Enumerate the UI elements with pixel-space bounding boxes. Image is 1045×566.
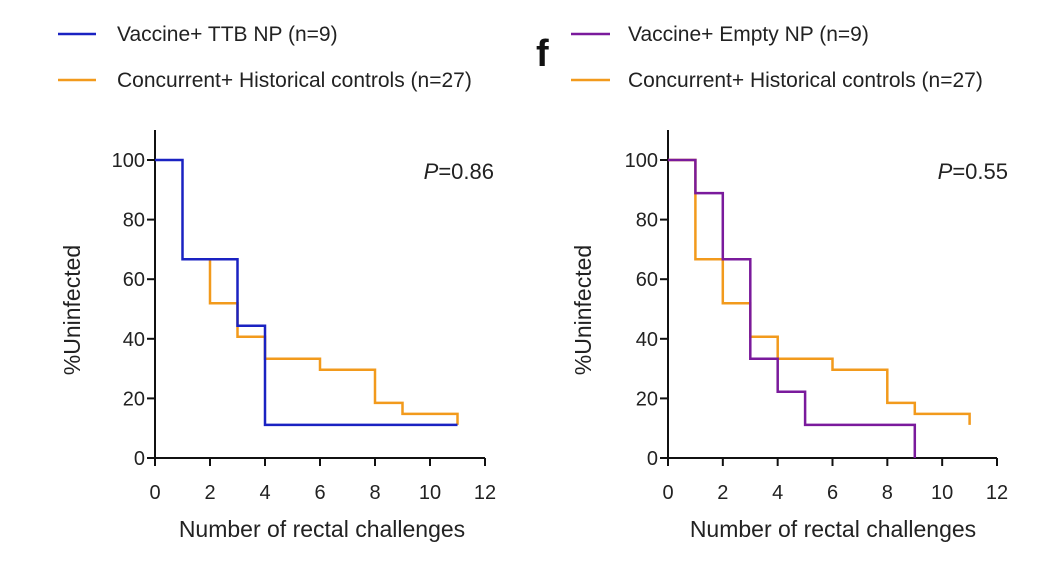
- y-tick-label: 20: [636, 388, 658, 410]
- x-tick-label: 8: [369, 482, 380, 504]
- p-value-symbol: P: [938, 159, 953, 184]
- p-value-annotation: P=0.55: [938, 159, 1008, 184]
- x-tick-label: 10: [931, 482, 953, 504]
- legend-label-1: Vaccine+ Empty NP (n=9): [628, 23, 869, 46]
- y-tick-label: 60: [636, 269, 658, 291]
- x-tick-label: 6: [314, 482, 325, 504]
- y-tick-label: 80: [123, 210, 145, 232]
- y-tick-label: 0: [134, 448, 145, 470]
- y-tick-label: 100: [625, 150, 658, 172]
- y-tick-label: 80: [636, 210, 658, 232]
- p-value-number: =0.86: [438, 159, 494, 184]
- series-line-2: [208, 259, 459, 425]
- y-tick-label: 20: [123, 388, 145, 410]
- x-tick-label: 4: [259, 482, 270, 504]
- x-tick-label: 6: [827, 482, 838, 504]
- y-tick-label: 100: [112, 150, 145, 172]
- x-tick-label: 10: [419, 482, 441, 504]
- series-line-1: [668, 158, 917, 458]
- series-line-1: [155, 158, 458, 427]
- y-axis-title: %Uninfected: [59, 245, 85, 375]
- chart-panel-1: Vaccine+ TTB NP (n=9) Concurrent+ Histori…: [58, 23, 496, 542]
- p-value-symbol: P: [424, 159, 439, 184]
- y-tick-label: 0: [647, 448, 658, 470]
- x-tick-label: 8: [882, 482, 893, 504]
- x-tick-label: 2: [717, 482, 728, 504]
- y-tick-label: 60: [123, 269, 145, 291]
- panel-letter: f: [536, 33, 549, 75]
- x-axis-title: Number of rectal challenges: [179, 516, 465, 542]
- y-tick-label: 40: [123, 329, 145, 351]
- x-tick-label: 12: [474, 482, 496, 504]
- p-value-annotation: P=0.86: [424, 159, 494, 184]
- y-axis-title: %Uninfected: [570, 245, 596, 375]
- x-tick-label: 0: [149, 482, 160, 504]
- legend-label-2: Concurrent+ Historical controls (n=27): [117, 69, 472, 92]
- x-tick-label: 2: [204, 482, 215, 504]
- legend-label-1: Vaccine+ TTB NP (n=9): [117, 23, 338, 46]
- x-tick-label: 0: [662, 482, 673, 504]
- legend-label-2: Concurrent+ Historical controls (n=27): [628, 69, 983, 92]
- x-tick-label: 4: [772, 482, 783, 504]
- x-tick-label: 12: [986, 482, 1008, 504]
- x-axis-title: Number of rectal challenges: [690, 516, 976, 542]
- chart-panel-2: Vaccine+ Empty NP (n=9) Concurrent+ Histo…: [570, 23, 1008, 542]
- y-tick-label: 40: [636, 329, 658, 351]
- p-value-number: =0.55: [952, 159, 1008, 184]
- series-line-2: [668, 158, 971, 425]
